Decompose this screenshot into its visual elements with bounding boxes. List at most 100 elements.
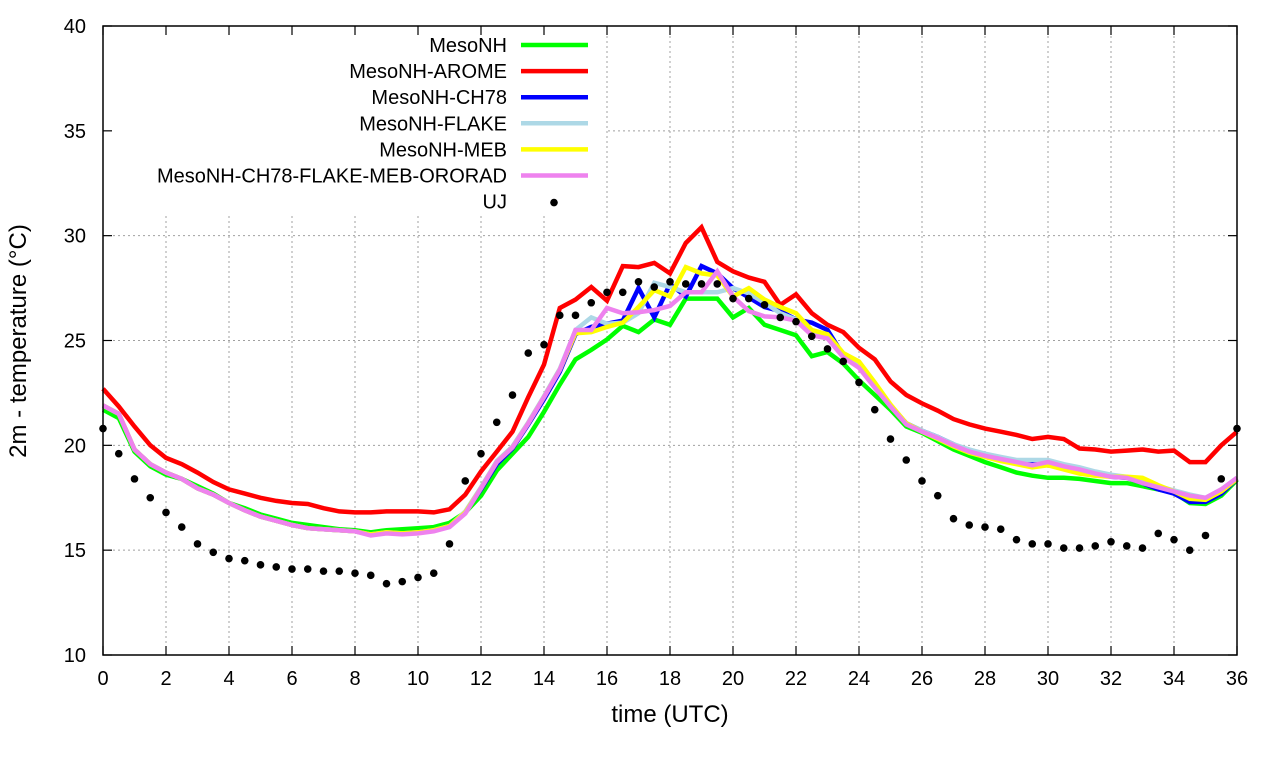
x-tick-label: 2 [160,668,171,690]
x-tick-label: 6 [286,668,297,690]
series-line-mesonh-ch78-flake-meb-ororad [101,267,1239,538]
data-point-uj [1075,544,1084,552]
data-point-uj [366,571,375,580]
x-tick-label: 8 [349,668,360,690]
y-tick-label: 35 [64,121,86,143]
data-point-uj [666,277,674,286]
data-point-uj [272,563,281,571]
legend-label: UJ [483,192,507,214]
data-point-uj [256,561,265,569]
y-tick-label: 40 [64,16,86,38]
axes [102,25,1238,656]
legend: MesoNH MesoNH-AROME MesoNH-CH78 MesoNH-FLAK… [157,35,588,214]
data-point-uj [1201,531,1210,540]
data-point-uj [1170,535,1178,544]
data-point-uj [319,567,328,575]
data-point-uj [1012,535,1021,544]
data-point-uj [398,577,407,586]
x-tick-label: 32 [1100,668,1122,690]
legend-marker-uj [550,198,558,207]
data-point-uj [1091,542,1100,550]
legend-label: MesoNH-MEB [379,139,507,161]
data-point-uj [1138,544,1147,552]
data-point-uj [209,548,218,557]
legend-box [85,28,605,214]
tick-labels: 0 2 4 6 8 10 12 14 16 18 20 22 24 26 28 30 32 34 361015202… [64,16,1248,690]
data-point-uj [114,449,123,458]
data-point-uj [1059,544,1068,552]
data-point-uj [571,311,580,320]
data-point-uj [729,294,737,303]
x-tick-label: 26 [911,668,933,690]
data-point-uj [965,521,974,529]
x-tick-label: 4 [223,668,234,690]
x-tick-label: 24 [848,668,870,690]
legend-background [85,28,605,214]
data-point-uj [823,345,832,353]
data-point-uj [130,475,139,483]
data-point-uj [634,277,643,286]
data-point-uj [1154,529,1163,538]
data-point-uj [949,514,958,523]
data-point-uj [681,280,690,288]
data-point-uj [177,523,186,531]
x-tick-label: 0 [97,668,108,690]
data-point-uj [776,313,785,322]
x-tick-label: 28 [974,668,996,690]
x-tick-label: 18 [659,668,681,690]
data-point-uj [603,288,611,297]
data-point-uj [1217,475,1226,483]
data-point-uj [933,491,942,500]
data-point-uj [477,449,485,458]
data-point-uj [461,477,470,485]
data-point-uj [870,405,879,414]
y-tick-label: 15 [64,540,86,562]
legend-label: MesoNH [429,35,507,57]
x-tick-label: 30 [1037,668,1059,690]
data-point-uj [492,418,501,427]
series-group [99,223,1241,588]
legend-label: MesoNH-CH78-FLAKE-MEB-ORORAD [157,166,507,188]
data-point-uj [555,311,564,320]
y-tick-label: 30 [64,226,86,248]
data-point-uj [540,340,548,349]
x-tick-label: 10 [407,668,429,690]
data-point-uj [1185,546,1194,554]
x-tick-label: 34 [1163,668,1185,690]
data-point-uj [225,554,233,563]
x-tick-label: 22 [785,668,807,690]
y-tick-label: 10 [64,645,86,667]
x-tick-label: 12 [470,668,492,690]
data-point-uj [1028,540,1037,548]
x-tick-label: 14 [533,668,555,690]
data-point-uj [335,567,344,575]
legend-label: MesoNH-FLAKE [359,113,507,135]
series-line-mesonh-arome [101,223,1239,515]
data-point-uj [855,378,863,387]
data-point-uj [1107,537,1115,546]
x-axis-title: time (UTC) [611,701,728,728]
data-point-uj [996,525,1005,533]
data-point-uj [807,332,816,341]
data-point-uj [839,357,848,366]
data-point-uj [445,540,454,548]
data-point-uj [351,569,359,578]
data-point-uj [240,556,249,565]
data-point-uj [981,523,989,531]
data-point-uj [303,565,312,573]
legend-label: MesoNH-CH78 [371,87,507,109]
data-point-uj [760,301,769,309]
x-tick-label: 20 [722,668,744,690]
data-point-uj [902,456,911,464]
y-tick-label: 20 [64,435,86,457]
data-point-uj [508,391,517,399]
data-point-uj [618,288,627,297]
data-point-uj [1044,540,1052,548]
x-tick-label: 36 [1226,668,1248,690]
y-axis-title: 2m - temperature (°C) [5,224,32,458]
data-point-uj [650,283,659,291]
data-point-uj [382,579,391,588]
data-point-uj [713,280,722,288]
data-point-uj [414,573,422,582]
